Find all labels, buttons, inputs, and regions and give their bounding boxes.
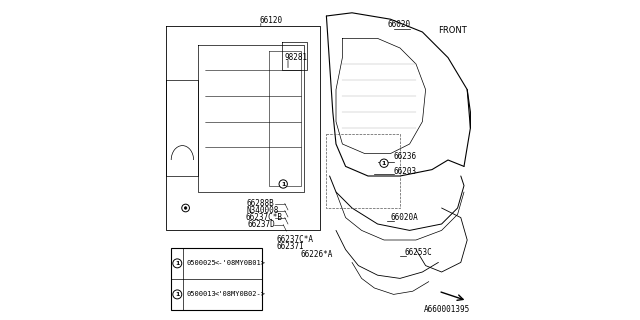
Circle shape — [173, 290, 182, 299]
Text: 66237C*A: 66237C*A — [277, 235, 314, 244]
Text: 66020: 66020 — [387, 20, 410, 28]
Text: 0500025: 0500025 — [187, 260, 216, 266]
Text: <'08MY0B02->: <'08MY0B02-> — [214, 292, 266, 297]
Text: 66237C*B: 66237C*B — [246, 213, 283, 222]
Text: 66237I: 66237I — [277, 242, 305, 251]
Text: 66120: 66120 — [259, 16, 282, 25]
Text: A660001395: A660001395 — [424, 305, 470, 314]
Text: 66020A: 66020A — [390, 213, 418, 222]
Circle shape — [279, 180, 287, 188]
Text: 1: 1 — [175, 292, 179, 297]
Bar — [172, 248, 262, 310]
Text: 66253C: 66253C — [405, 248, 433, 257]
Text: N340008: N340008 — [246, 206, 279, 215]
Text: 66288B: 66288B — [246, 199, 274, 208]
Text: 66203: 66203 — [394, 167, 417, 176]
Text: FRONT: FRONT — [438, 26, 467, 35]
Text: 66236: 66236 — [394, 152, 417, 161]
Text: 98281: 98281 — [285, 53, 308, 62]
Text: <-'08MY0B01>: <-'08MY0B01> — [214, 260, 266, 266]
Text: 1: 1 — [175, 261, 179, 266]
Circle shape — [184, 207, 187, 209]
Text: 66226*A: 66226*A — [300, 250, 333, 259]
Text: 0500013: 0500013 — [187, 292, 216, 297]
Text: 1: 1 — [281, 181, 285, 187]
Circle shape — [380, 159, 388, 167]
Circle shape — [173, 259, 182, 268]
Text: 1: 1 — [382, 161, 386, 166]
Text: 66237D: 66237D — [248, 220, 276, 229]
